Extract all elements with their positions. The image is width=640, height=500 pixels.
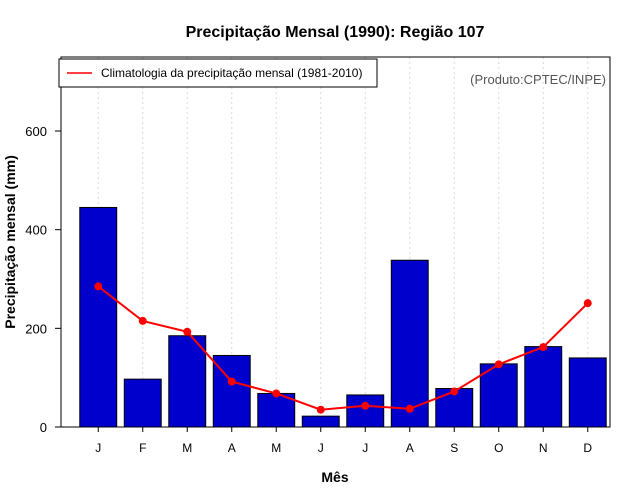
climatology-line-series bbox=[94, 282, 592, 414]
climatology-point-10 bbox=[494, 360, 503, 369]
x-tick-label: O bbox=[494, 441, 503, 455]
bar-m-5 bbox=[257, 392, 296, 428]
y-axis: 0 200 400 600 bbox=[25, 124, 61, 435]
y-tick-label: 600 bbox=[25, 124, 47, 139]
x-tick-label: J bbox=[362, 441, 368, 455]
bar-d-12 bbox=[568, 357, 607, 428]
x-tick-label: F bbox=[139, 441, 146, 455]
climatology-point-6 bbox=[316, 405, 325, 414]
bar-m-3 bbox=[168, 335, 207, 428]
legend: Climatologia da precipitação mensal (198… bbox=[58, 58, 378, 88]
x-tick-label: M bbox=[271, 441, 281, 455]
bar-o-10 bbox=[479, 363, 518, 428]
climatology-point-5 bbox=[272, 389, 281, 398]
bar-j-7 bbox=[346, 394, 385, 428]
climatology-point-12 bbox=[583, 299, 592, 308]
chart-title: Precipitação Mensal (1990): Região 107 bbox=[186, 24, 485, 41]
bar-j-6 bbox=[301, 415, 340, 428]
climatology-point-9 bbox=[450, 387, 459, 396]
legend-entry-climatology: Climatologia da precipitação mensal (198… bbox=[101, 66, 362, 80]
x-tick-label: S bbox=[450, 441, 458, 455]
legend-box bbox=[58, 58, 378, 88]
plot-frame bbox=[60, 56, 611, 428]
x-axis-label: Mês bbox=[321, 469, 348, 485]
bar-a-8 bbox=[390, 259, 429, 428]
climatology-line bbox=[97, 285, 589, 411]
bar-series bbox=[79, 206, 607, 428]
climatology-point-7 bbox=[361, 401, 370, 410]
climatology-point-4 bbox=[227, 377, 236, 386]
climatology-point-1 bbox=[94, 282, 103, 291]
y-tick-label: 200 bbox=[25, 321, 47, 336]
bar-j-1 bbox=[79, 206, 118, 428]
climatology-point-2 bbox=[138, 316, 147, 325]
x-tick-label: N bbox=[539, 441, 548, 455]
y-tick-label: 0 bbox=[40, 420, 47, 435]
bar-n-11 bbox=[524, 346, 563, 428]
climatology-point-8 bbox=[405, 404, 414, 413]
x-tick-label: J bbox=[95, 441, 101, 455]
bar-f-2 bbox=[123, 378, 162, 428]
y-tick-label: 400 bbox=[25, 223, 47, 238]
x-tick-label: D bbox=[583, 441, 592, 455]
climatology-point-11 bbox=[539, 343, 548, 352]
climatology-point-3 bbox=[183, 327, 192, 336]
grid-lines bbox=[97, 57, 589, 427]
x-tick-label: M bbox=[182, 441, 192, 455]
x-tick-label: A bbox=[406, 441, 414, 455]
x-tick-label: A bbox=[228, 441, 236, 455]
y-axis-label: Precipitação mensal (mm) bbox=[2, 155, 18, 329]
credit-text: (Produto:CPTEC/INPE) bbox=[470, 72, 606, 87]
x-tick-label: J bbox=[318, 441, 324, 455]
